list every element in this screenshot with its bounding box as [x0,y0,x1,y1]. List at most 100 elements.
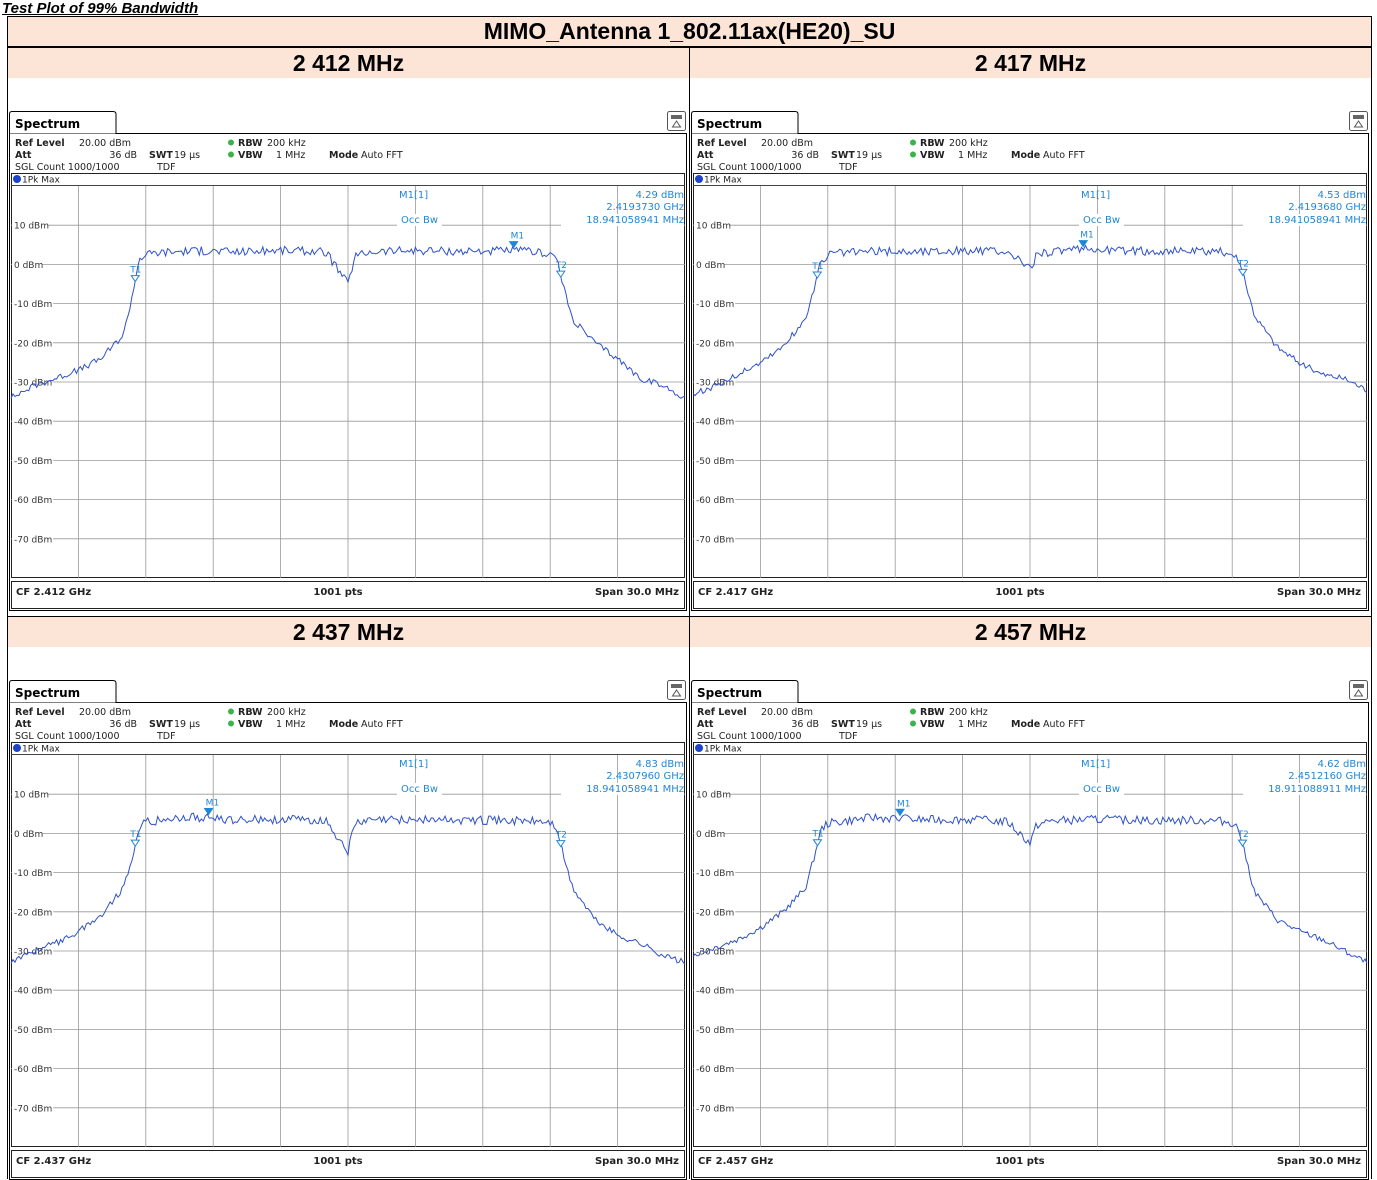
swt-value: 19 µs [174,719,200,730]
y-tick-label: -20 dBm [696,908,734,918]
center-frequency-label: CF 2.437 GHz [16,1156,91,1167]
swt-label: SWT [149,719,173,730]
y-tick-bg [12,1101,54,1113]
y-tick-label: -40 dBm [14,418,52,428]
ref-level-label: Ref Level [15,707,65,718]
mode-value: Auto FFT [361,719,403,730]
t2-marker-icon[interactable] [555,270,566,279]
t1-marker-label: T1 [129,266,141,276]
rbw-coupled-icon [910,139,916,146]
t1-marker-icon[interactable] [812,271,823,279]
y-tick-bg [12,945,54,956]
span-label: Span 30.0 MHz [595,1156,679,1167]
occbw-label: Occ Bw [1083,784,1120,795]
sgl-count: SGL Count 1000/1000 [15,162,120,173]
y-tick-label: -20 dBm [14,339,52,349]
display-config-icon[interactable] [1349,680,1368,700]
y-tick-label: -10 dBm [14,300,52,310]
y-tick-bg [12,219,48,231]
vbw-value: 1 MHz [958,719,987,730]
t1-marker-icon[interactable] [130,275,141,283]
vbw-label: VBW [920,719,945,730]
marker-frequency: 2.4193730 GHz [606,202,684,213]
att-label: Att [15,719,32,730]
frequency-header: 2 412 MHz [7,47,690,79]
ref-level-value: 20.00 dBm [761,707,813,718]
t1-marker-icon[interactable] [130,839,141,848]
y-tick-bg [12,454,54,466]
center-frequency-label: CF 2.417 GHz [698,587,773,598]
vbw-coupled-icon [910,151,916,158]
report-table: MIMO_Antenna 1_802.11ax(HE20)_SU 2 412 MH… [7,16,1372,1180]
y-tick-bg [694,493,736,505]
m1-marker-icon[interactable] [895,808,905,817]
y-tick-bg [694,415,736,427]
m1-marker-icon[interactable] [1078,240,1089,248]
t1-marker-label: T1 [811,262,823,272]
t2-marker-icon[interactable] [1237,268,1248,277]
rbw-coupled-icon [910,708,916,715]
y-tick-label: 0 dBm [696,261,725,271]
occbw-value: 18.911088911 MHz [1268,784,1366,795]
spectrum-tab[interactable] [691,111,799,134]
y-tick-label: -70 dBm [14,535,52,545]
occbw-label: Occ Bw [401,784,438,795]
trace-indicator-icon [13,744,21,752]
t2-marker-icon[interactable] [1237,839,1248,847]
y-tick-label: 0 dBm [14,261,43,271]
occbw-value-bg [1243,783,1366,795]
marker-level: 4.53 dBm [1318,190,1366,201]
ref-level-value: 20.00 dBm [79,138,131,149]
occbw-bg [1079,783,1124,795]
y-tick-label: -50 dBm [14,457,52,467]
center-frequency-label: CF 2.412 GHz [16,587,91,598]
spectrum-tab[interactable] [691,680,799,703]
status-bar [11,1150,685,1178]
att-value: 36 dB [791,150,819,161]
spectrum-tab[interactable] [9,680,117,703]
y-tick-bg [12,415,54,427]
occbw-label: Occ Bw [401,215,438,226]
trace-line [10,245,686,399]
y-tick-bg [12,827,42,839]
occbw-value: 18.941058941 MHz [586,215,684,226]
y-tick-label: -40 dBm [696,418,734,428]
display-config-icon[interactable] [667,111,686,131]
frequency-header: 2 417 MHz [689,47,1372,79]
page-title: Test Plot of 99% Bandwidth [2,0,199,17]
vbw-coupled-icon [228,720,234,727]
y-tick-bg [12,1062,54,1074]
y-tick-bg [694,376,736,387]
ref-level-label: Ref Level [697,138,747,149]
y-tick-label: -10 dBm [696,869,734,879]
y-tick-bg [12,532,54,544]
y-tick-label: 0 dBm [14,830,43,840]
y-tick-bg [694,336,736,348]
display-config-icon[interactable] [1349,111,1368,131]
att-label: Att [15,150,32,161]
rbw-value: 200 kHz [949,138,988,149]
y-tick-bg [694,219,730,231]
y-tick-label: 10 dBm [696,791,731,801]
m1-marker-icon[interactable] [508,241,519,249]
sgl-count: SGL Count 1000/1000 [697,731,802,742]
spectrum-tab[interactable] [9,111,117,134]
rbw-coupled-icon [228,708,234,715]
t1-marker-icon[interactable] [812,839,823,847]
trace-indicator-icon [695,175,703,183]
trace-label: 1Pk Max [704,745,743,755]
t2-marker-icon[interactable] [555,840,566,848]
swt-value: 19 µs [174,150,200,161]
y-tick-label: -60 dBm [696,496,734,506]
marker-frequency: 2.4512160 GHz [1288,771,1366,782]
y-tick-bg [12,376,54,387]
rbw-value: 200 kHz [267,138,306,149]
marker-frequency: 2.4193680 GHz [1288,202,1366,213]
m1-marker-label: M1 [206,798,220,808]
spectrum-analyzer-plot: Spectrum Ref Level 20.00 dBm Att 36 dB SWT 19 … [9,111,687,611]
vbw-label: VBW [920,150,945,161]
ref-level-value: 20.00 dBm [761,138,813,149]
display-config-icon[interactable] [667,680,686,700]
m1-marker-icon[interactable] [203,807,214,816]
y-tick-bg [694,532,736,544]
